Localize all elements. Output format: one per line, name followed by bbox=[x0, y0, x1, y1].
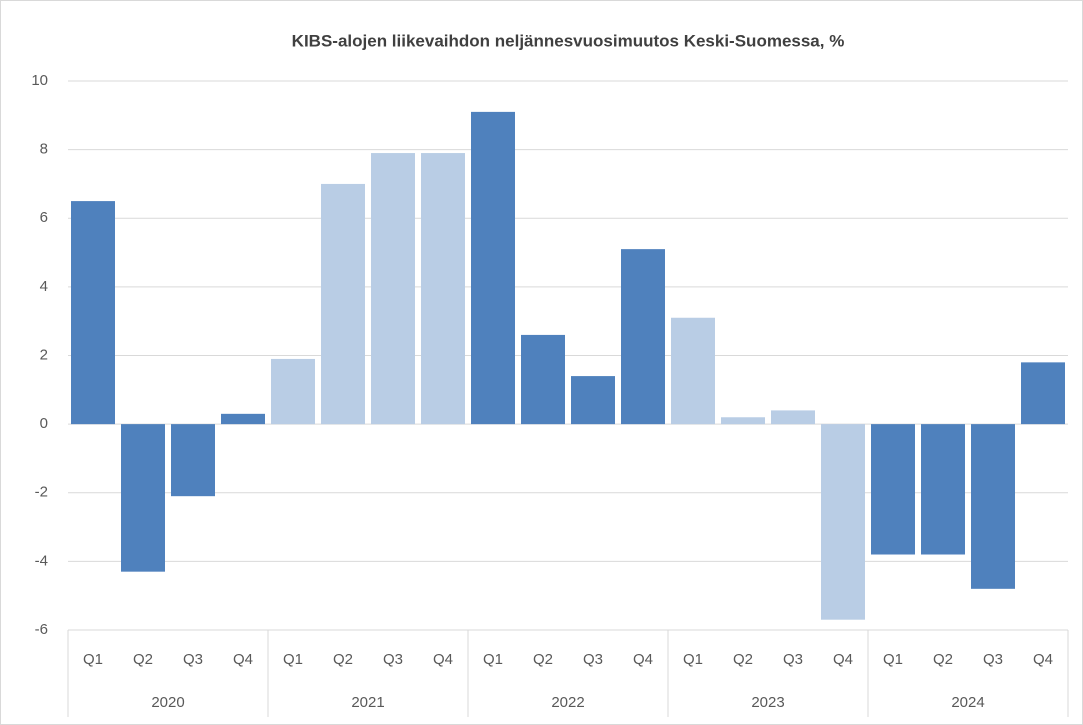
x-tick-label: Q2 bbox=[933, 651, 953, 668]
x-group-label: 2024 bbox=[951, 694, 984, 711]
bar bbox=[321, 183, 365, 425]
x-tick-label: Q2 bbox=[133, 651, 153, 668]
x-group-label: 2021 bbox=[351, 694, 384, 711]
bar bbox=[921, 424, 965, 555]
bar bbox=[571, 376, 615, 425]
x-group-label: 2023 bbox=[751, 694, 784, 711]
x-group-label: 2022 bbox=[551, 694, 584, 711]
bar bbox=[521, 334, 565, 425]
y-tick-label: -2 bbox=[35, 484, 48, 501]
y-tick-label: 2 bbox=[40, 346, 48, 363]
x-tick-label: Q3 bbox=[583, 651, 603, 668]
bar bbox=[121, 424, 165, 572]
x-group-label: 2020 bbox=[151, 694, 184, 711]
bar bbox=[671, 317, 715, 425]
x-tick-label: Q4 bbox=[1033, 651, 1053, 668]
chart-title: KIBS-alojen liikevaihdon neljännesvuosim… bbox=[292, 31, 845, 50]
bar bbox=[771, 410, 815, 425]
bar bbox=[71, 201, 115, 425]
y-tick-label: 8 bbox=[40, 141, 48, 158]
x-tick-label: Q4 bbox=[633, 651, 653, 668]
y-tick-label: 4 bbox=[40, 278, 48, 295]
x-tick-label: Q3 bbox=[783, 651, 803, 668]
bar bbox=[171, 424, 215, 497]
bar bbox=[421, 153, 465, 425]
y-tick-label: -6 bbox=[35, 621, 48, 638]
x-tick-label: Q2 bbox=[533, 651, 553, 668]
x-tick-label: Q3 bbox=[983, 651, 1003, 668]
bar bbox=[221, 413, 265, 425]
x-tick-label: Q3 bbox=[183, 651, 203, 668]
y-tick-label: 10 bbox=[31, 72, 48, 89]
y-tick-label: 0 bbox=[40, 415, 48, 432]
x-tick-label: Q4 bbox=[833, 651, 853, 668]
bar bbox=[821, 424, 865, 620]
bar bbox=[721, 417, 765, 425]
bar bbox=[1021, 362, 1065, 425]
x-tick-label: Q1 bbox=[483, 651, 503, 668]
bar bbox=[971, 424, 1015, 589]
x-tick-label: Q4 bbox=[433, 651, 453, 668]
x-tick-label: Q4 bbox=[233, 651, 253, 668]
x-tick-label: Q1 bbox=[883, 651, 903, 668]
x-tick-label: Q1 bbox=[83, 651, 103, 668]
bar bbox=[621, 249, 665, 425]
x-tick-label: Q2 bbox=[733, 651, 753, 668]
bar bbox=[471, 111, 515, 425]
y-tick-label: 6 bbox=[40, 209, 48, 226]
bar bbox=[871, 424, 915, 555]
y-tick-label: -4 bbox=[35, 552, 48, 569]
x-tick-label: Q2 bbox=[333, 651, 353, 668]
bar bbox=[271, 358, 315, 425]
x-tick-label: Q1 bbox=[283, 651, 303, 668]
x-tick-label: Q3 bbox=[383, 651, 403, 668]
bar bbox=[371, 153, 415, 425]
x-tick-label: Q1 bbox=[683, 651, 703, 668]
